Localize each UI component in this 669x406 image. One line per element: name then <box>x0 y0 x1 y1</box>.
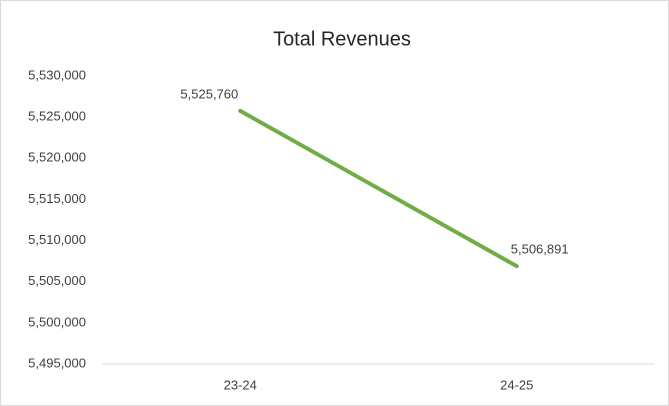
y-tick-label: 5,530,000 <box>28 67 86 82</box>
data-label: 5,525,760 <box>180 86 238 101</box>
x-tick-label: 23-24 <box>224 377 257 392</box>
y-tick-label: 5,525,000 <box>28 109 86 124</box>
y-tick-label: 5,500,000 <box>28 314 86 329</box>
data-label: 5,506,891 <box>511 242 569 257</box>
chart-title: Total Revenues <box>273 28 411 50</box>
y-tick-label: 5,495,000 <box>28 355 86 370</box>
y-tick-label: 5,515,000 <box>28 191 86 206</box>
y-tick-label: 5,510,000 <box>28 232 86 247</box>
line-series <box>238 108 519 269</box>
y-tick-label: 5,520,000 <box>28 150 86 165</box>
x-tick-label: 24-25 <box>500 377 533 392</box>
y-tick-label: 5,505,000 <box>28 273 86 288</box>
